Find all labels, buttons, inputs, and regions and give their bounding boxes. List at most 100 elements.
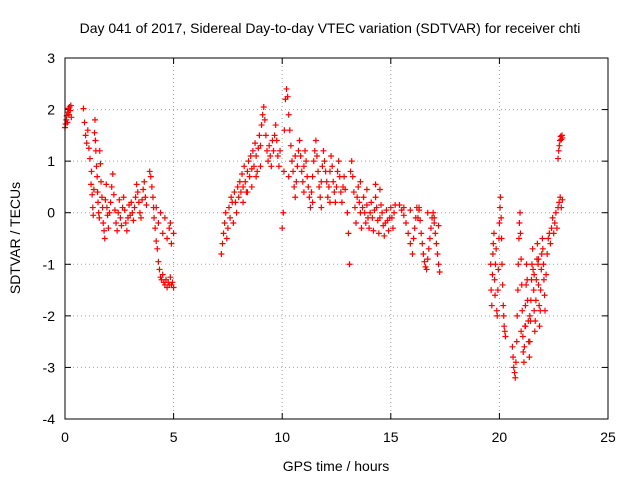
data-point bbox=[292, 194, 299, 201]
data-point bbox=[169, 279, 176, 286]
data-point bbox=[498, 235, 505, 242]
data-point bbox=[334, 168, 341, 175]
data-point bbox=[101, 235, 108, 242]
data-point bbox=[151, 214, 158, 221]
data-point bbox=[316, 183, 323, 190]
data-point bbox=[218, 250, 225, 257]
data-point bbox=[550, 230, 557, 237]
data-point bbox=[421, 258, 428, 265]
data-point bbox=[149, 194, 156, 201]
data-point bbox=[91, 129, 98, 136]
data-point bbox=[359, 204, 366, 211]
data-point bbox=[308, 189, 315, 196]
data-point bbox=[559, 134, 566, 141]
data-point bbox=[262, 132, 269, 139]
data-point bbox=[337, 189, 344, 196]
data-point bbox=[492, 261, 499, 268]
data-point bbox=[526, 312, 533, 319]
data-point bbox=[94, 173, 101, 180]
data-point bbox=[231, 189, 238, 196]
data-point bbox=[170, 284, 177, 291]
data-point bbox=[411, 225, 418, 232]
data-point bbox=[67, 107, 74, 114]
data-point bbox=[495, 266, 502, 273]
data-point bbox=[227, 214, 234, 221]
data-point bbox=[555, 147, 562, 154]
data-point bbox=[287, 142, 294, 149]
data-point bbox=[497, 194, 504, 201]
data-point bbox=[291, 183, 298, 190]
data-point bbox=[233, 209, 240, 216]
data-point bbox=[297, 152, 304, 159]
data-point bbox=[370, 227, 377, 234]
data-point bbox=[489, 250, 496, 257]
data-point bbox=[67, 102, 74, 109]
data-point bbox=[141, 178, 148, 185]
data-point bbox=[244, 189, 251, 196]
data-point bbox=[310, 158, 317, 165]
data-point bbox=[381, 232, 388, 239]
y-tick-label: 1 bbox=[47, 153, 55, 169]
data-point bbox=[90, 212, 97, 219]
data-point bbox=[225, 204, 232, 211]
data-point bbox=[235, 194, 242, 201]
data-point bbox=[121, 207, 128, 214]
data-point bbox=[305, 183, 312, 190]
data-point bbox=[342, 186, 349, 193]
data-points bbox=[62, 85, 566, 381]
data-point bbox=[558, 204, 565, 211]
data-point bbox=[122, 220, 129, 227]
data-point bbox=[110, 191, 117, 198]
data-point bbox=[300, 189, 307, 196]
data-point bbox=[292, 152, 299, 159]
data-point bbox=[354, 194, 361, 201]
data-point bbox=[521, 343, 528, 350]
data-point bbox=[261, 116, 268, 123]
data-point bbox=[489, 271, 496, 278]
data-point bbox=[103, 181, 110, 188]
y-tick-label: -4 bbox=[43, 411, 56, 427]
data-point bbox=[253, 173, 260, 180]
data-point bbox=[156, 266, 163, 273]
data-point bbox=[533, 276, 540, 283]
data-point bbox=[120, 194, 127, 201]
data-point bbox=[510, 354, 517, 361]
data-point bbox=[268, 163, 275, 170]
data-point bbox=[539, 245, 546, 252]
data-point bbox=[509, 343, 516, 350]
data-point bbox=[113, 220, 120, 227]
x-tick-label: 0 bbox=[61, 429, 69, 445]
data-point bbox=[349, 173, 356, 180]
data-point bbox=[232, 199, 239, 206]
x-tick-labels: 0 5 10 15 20 25 bbox=[61, 429, 616, 445]
data-point bbox=[83, 140, 90, 147]
data-point bbox=[405, 230, 412, 237]
data-point bbox=[347, 168, 354, 175]
data-point bbox=[435, 261, 442, 268]
data-point bbox=[540, 276, 547, 283]
data-point bbox=[431, 214, 438, 221]
data-point bbox=[133, 181, 140, 188]
data-point bbox=[303, 158, 310, 165]
data-point bbox=[131, 204, 138, 211]
data-point bbox=[555, 155, 562, 162]
data-point bbox=[321, 158, 328, 165]
data-point bbox=[285, 111, 292, 118]
data-point bbox=[152, 225, 159, 232]
data-point bbox=[241, 163, 248, 170]
data-point bbox=[86, 155, 93, 162]
data-point bbox=[436, 269, 443, 276]
data-point bbox=[368, 199, 375, 206]
data-point bbox=[400, 204, 407, 211]
data-point bbox=[532, 318, 539, 325]
data-point bbox=[416, 204, 423, 211]
data-point bbox=[539, 235, 546, 242]
data-point bbox=[346, 261, 353, 268]
data-point bbox=[423, 266, 430, 273]
data-point bbox=[420, 250, 427, 257]
data-point bbox=[515, 235, 522, 242]
data-point bbox=[88, 181, 95, 188]
y-tick-label: -2 bbox=[43, 308, 56, 324]
data-point bbox=[266, 142, 273, 149]
data-point bbox=[541, 292, 548, 299]
